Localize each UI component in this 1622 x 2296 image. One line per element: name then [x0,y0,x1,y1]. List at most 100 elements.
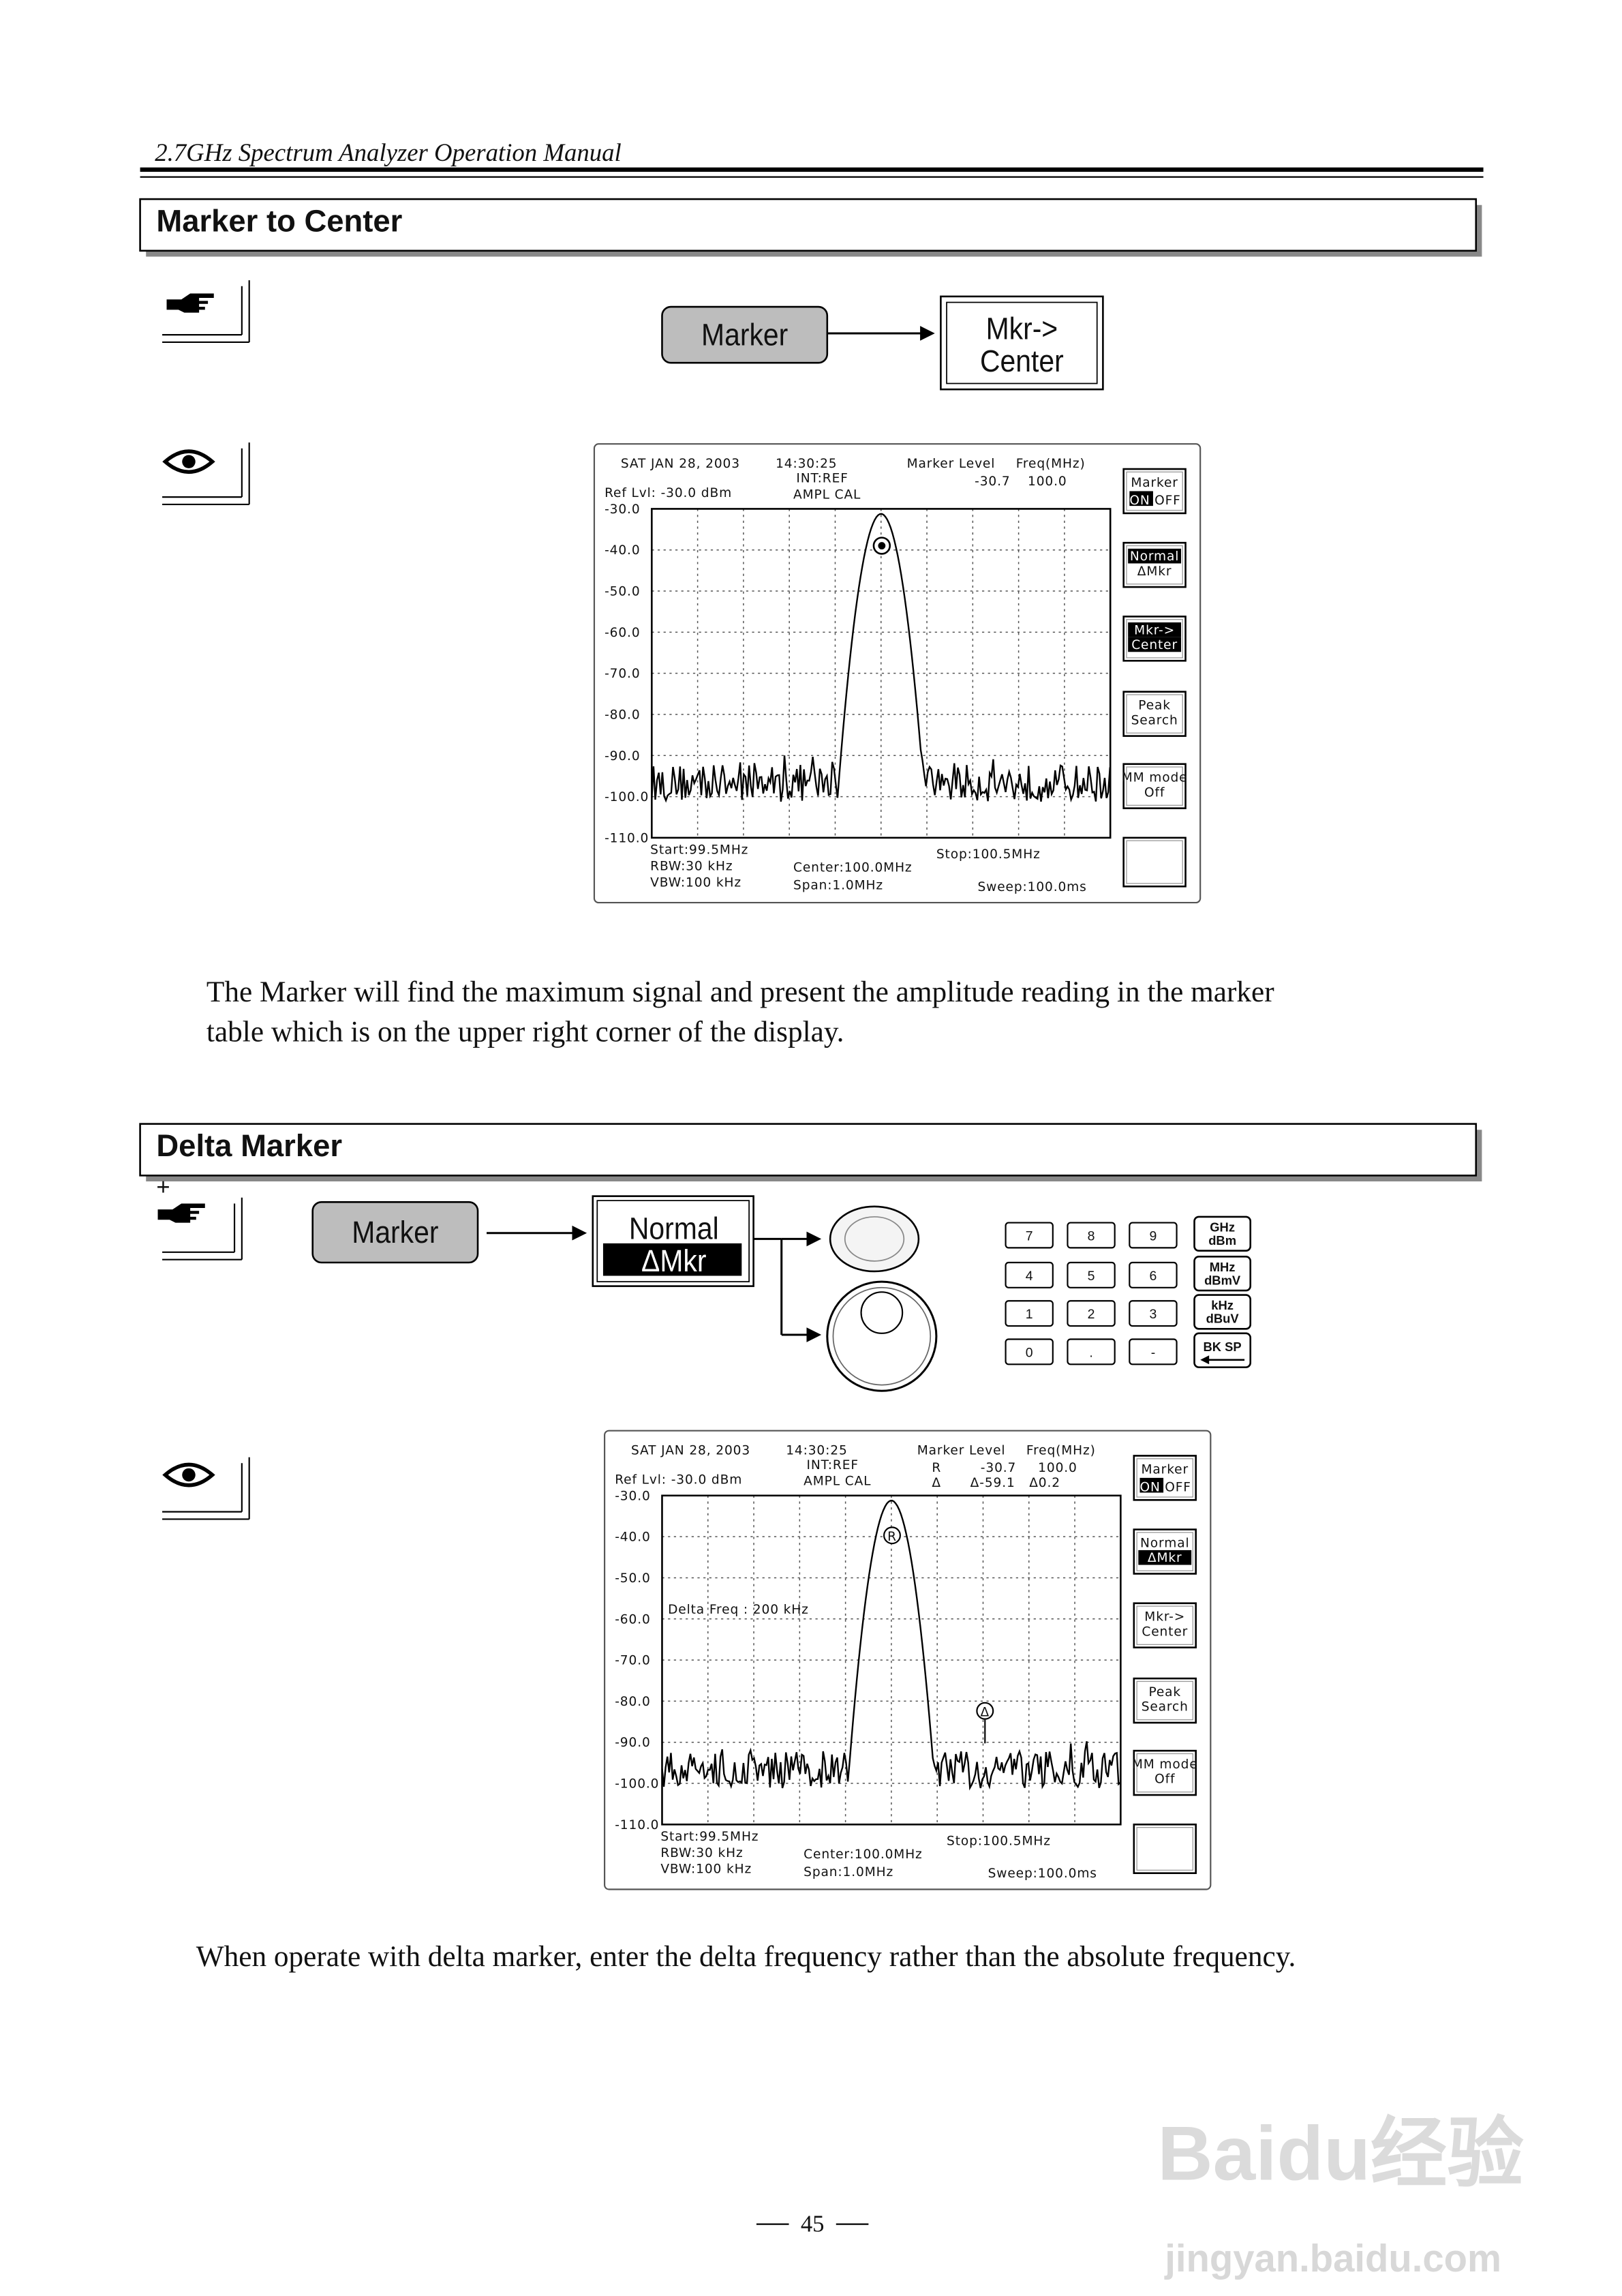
keypad-label: . [1089,1345,1092,1360]
unit-label: GHz [1210,1220,1235,1235]
softkey-label: Search [1131,713,1178,727]
keypad-label: 9 [1150,1229,1157,1244]
softkey [1122,836,1187,888]
y-label: -50.0 [615,1571,650,1586]
target-key-label: Center [980,344,1064,378]
softkey-label: ΔMkr [1137,564,1172,579]
softkey-label: Peak [1148,1685,1181,1700]
key-label: Marker [352,1215,438,1250]
start-freq: Start:99.5MHz [660,1830,759,1844]
body-text: When operate with delta marker, enter th… [196,1940,1296,1973]
y-label: -60.0 [615,1612,650,1627]
softkey-inner [1126,545,1183,585]
softkey-inner [1126,619,1183,659]
softkey-on: ON [1129,494,1150,508]
softkey-label: Marker [1142,1462,1189,1477]
y-label: -30.0 [605,502,640,517]
keypad-key [1129,1261,1178,1288]
softkey [1133,1824,1197,1875]
step-mark: + [156,1174,170,1200]
delta-annotation: Delta Freq : 200 kHz [668,1603,809,1617]
arrow-keys-inner [844,1216,905,1262]
backspace-arrow [1200,1355,1210,1365]
softkey-label: Center [1131,638,1178,652]
keypad-label: 8 [1088,1229,1095,1244]
screen-ref-source: INT:REF [807,1458,859,1472]
start-freq: Start:99.5MHz [650,843,748,858]
softkey [1122,763,1187,809]
target-key-label: Normal [629,1211,719,1245]
keypad-label: 2 [1088,1307,1095,1322]
key-label: Marker [701,318,788,352]
sweep: Sweep:100.0ms [988,1867,1097,1881]
target-key-label: Mkr-> [986,312,1058,346]
softkey-label: Off [1144,785,1165,800]
marker-level: -30.7 [981,1461,1016,1475]
unit-label: dBmV [1204,1273,1241,1287]
keypad-key [1067,1261,1116,1288]
watermark-url: jingyan.baidu.com [1164,2237,1501,2280]
screen-ref-source: INT:REF [796,471,848,485]
softkey-label: Normal [1140,1537,1189,1551]
keypad-label: 0 [1026,1345,1033,1360]
stop-freq: Stop:100.5MHz [947,1834,1051,1849]
hand-icon [166,293,214,313]
unit-label: dBuV [1206,1312,1240,1326]
center-freq: Center:100.0MHz [804,1847,923,1862]
unit-label: BK SP [1204,1340,1242,1354]
unit-label: MHz [1210,1260,1236,1274]
keypad-key [1005,1261,1054,1288]
keypad-label: 5 [1088,1269,1095,1284]
eye-icon [162,449,215,474]
keypad-key [1005,1222,1054,1249]
target-key-inner [946,301,1098,384]
softkey-inner [1136,1680,1194,1721]
span: Span:1.0MHz [804,1865,893,1879]
target-key [940,295,1104,391]
section-title: Delta Marker [156,1128,342,1163]
keypad-key [1129,1338,1178,1365]
freq-label: Freq(MHz) [1026,1443,1096,1457]
softkey-inner [1126,471,1183,511]
softkey-label: Mkr-> [1134,623,1175,637]
spectrum-trace [651,513,1111,803]
softkey-inner [1126,766,1183,806]
rbw: RBW:30 kHz [650,859,733,873]
page-number: 45 [801,2211,825,2237]
screen-time: 14:30:25 [776,457,837,471]
eye-pupil [182,1468,196,1482]
keypad-label: 7 [1026,1229,1033,1244]
softkey-highlight [1138,1550,1192,1565]
rbw: RBW:30 kHz [660,1846,743,1860]
softkey [1133,1677,1197,1724]
y-label: -100.0 [605,790,649,804]
softkey-on-highlight [1139,1477,1164,1493]
marker-ref-symbol [883,1526,901,1545]
y-label: -60.0 [605,626,640,640]
y-label: -110.0 [605,831,649,845]
keypad-key [1129,1222,1178,1249]
softkey-highlight [1128,622,1182,637]
marker-id: Δ [932,1476,941,1490]
marker-freq: 100.0 [1028,474,1067,489]
ref-level: Ref Lvl: -30.0 dBm [605,486,732,500]
y-label: -90.0 [605,749,640,764]
softkey-on: ON [1139,1480,1160,1494]
softkey [1133,1749,1197,1796]
knob-icon [826,1280,938,1392]
keypad-key [1067,1300,1116,1327]
softkey-on-highlight [1129,491,1153,507]
marker-level: -30.7 [975,474,1010,489]
keypad-key [1129,1300,1178,1327]
marker-level-label: Marker Level [907,457,996,471]
keypad-key [1005,1300,1054,1327]
softkey-inner [1136,1605,1194,1646]
screen-ampl: AMPL CAL [793,487,861,502]
y-label: -70.0 [605,667,640,681]
target-key-inner [596,1200,750,1282]
y-label: -90.0 [615,1736,650,1750]
softkey-off: OFF [1154,494,1181,508]
softkey-label: Marker [1131,476,1178,490]
